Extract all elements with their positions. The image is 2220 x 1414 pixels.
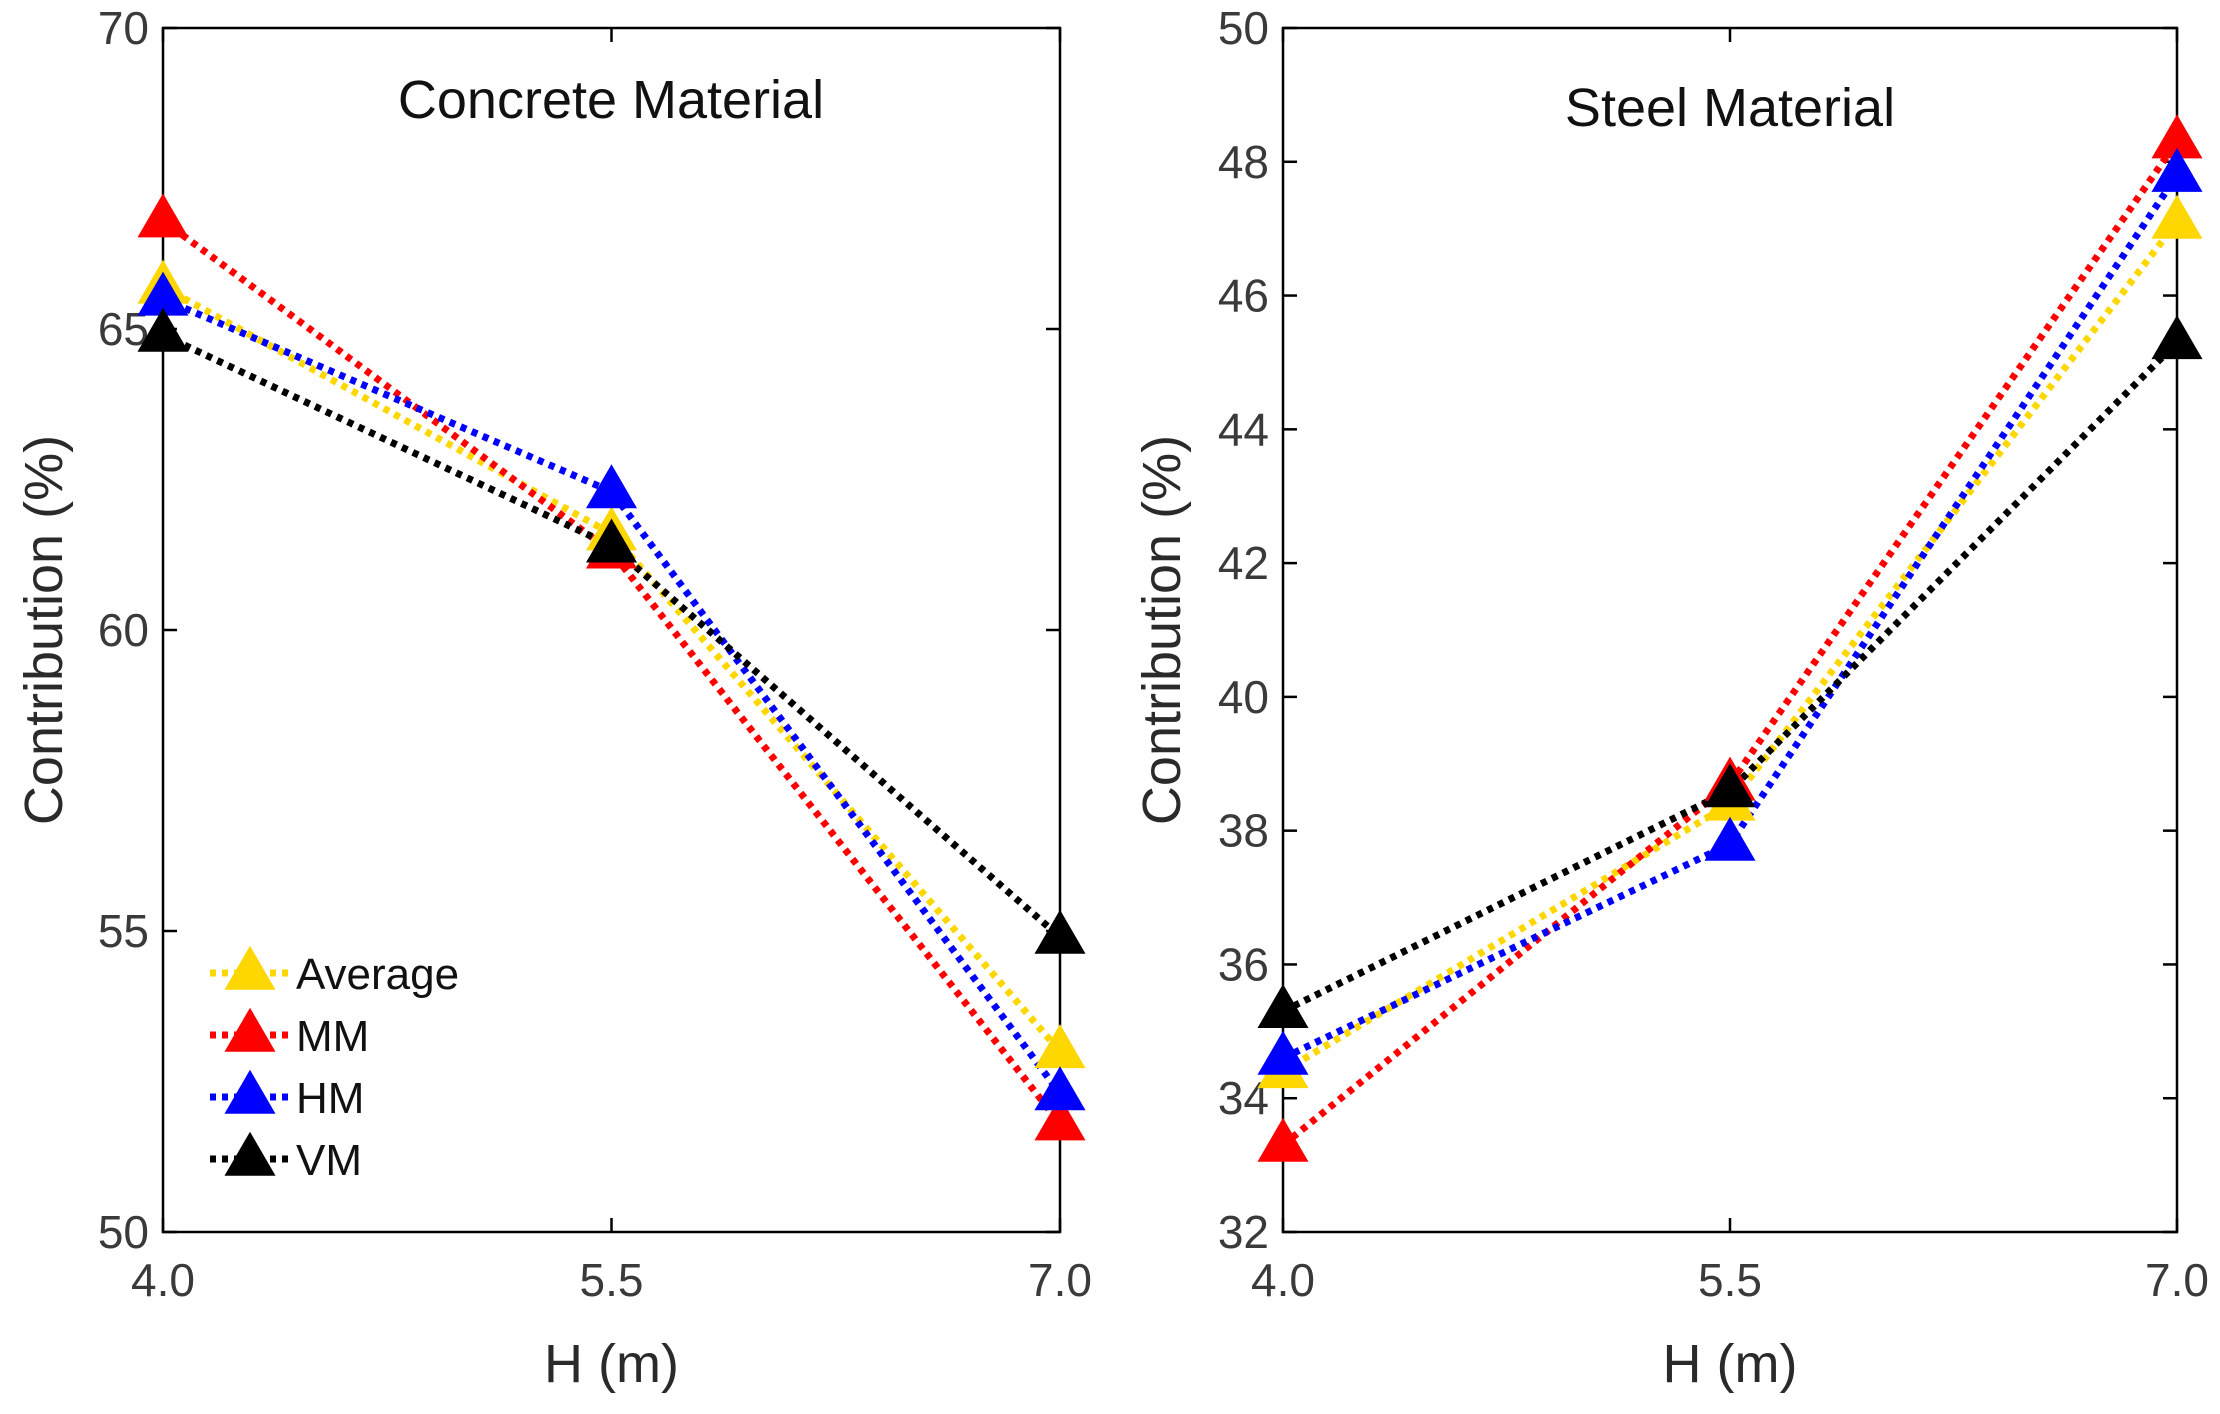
marker-vm [1704,763,1756,808]
x-tick-label: 7.0 [1028,1254,1092,1306]
x-tick-label: 4.0 [1251,1254,1315,1306]
legend-marker [224,1131,276,1176]
y-axis-label: Contribution (%) [14,435,74,825]
x-tick-label: 5.5 [1698,1254,1762,1306]
y-tick-label: 42 [1218,537,1269,589]
legend-item-vm: VM [210,1131,362,1185]
y-tick-label: 46 [1218,270,1269,322]
y-tick-label: 34 [1218,1072,1269,1124]
series-line-hm [161,295,1063,1096]
marker-mm [1257,1117,1309,1162]
series-line-vm [161,331,1063,940]
y-tick-label: 55 [98,905,149,957]
series-line-vm [1281,339,2180,1015]
y-tick-label: 50 [1218,2,1269,54]
legend-label: HM [296,1074,364,1123]
series-line-hm [1281,173,2180,1062]
marker-mm [137,193,189,238]
x-tick-label: 4.0 [131,1254,195,1306]
marker-hm [1257,1030,1309,1075]
legend-item-mm: MM [210,1007,369,1061]
marker-hm [2151,147,2203,192]
y-tick-label: 36 [1218,938,1269,990]
legend-item-average: Average [210,945,459,999]
y-tick-label: 60 [98,604,149,656]
series-line-mm [1280,139,2180,1148]
y-tick-label: 70 [98,2,149,54]
legend-label: Average [296,950,459,999]
y-tick-label: 50 [98,1206,149,1258]
marker-vm [2151,315,2203,360]
axes-box [1281,26,2179,1234]
series-line-average [161,283,1063,1054]
y-tick-label: 44 [1218,403,1269,455]
x-tick-label: 7.0 [2145,1254,2209,1306]
chart-title: Steel Material [1565,78,1895,138]
y-tick-label: 32 [1218,1206,1269,1258]
y-tick-label: 48 [1218,136,1269,188]
marker-mm [1034,1096,1086,1141]
marker-average [2151,194,2203,239]
legend-label: MM [296,1012,369,1061]
x-axis-label: H (m) [544,1334,679,1394]
marker-hm [1704,816,1756,861]
marker-hm [1034,1066,1086,1111]
marker-vm [585,518,638,563]
chart-title: Concrete Material [398,70,824,130]
marker-vm [1034,909,1086,954]
marker-hm [585,464,638,509]
y-tick-label: 40 [1218,671,1269,723]
legend-marker [224,1069,276,1114]
marker-hm [137,271,189,316]
legend-marker [224,945,276,990]
marker-vm [1257,983,1309,1028]
series-line-average [1281,219,2180,1075]
legend-item-hm: HM [210,1069,364,1123]
y-axis-label: Contribution (%) [1132,435,1192,825]
steel-material-chart: 32 34 36 38 40 42 44 46 48 50 4.0 5.5 7.0 H (m) Contri… [1132,2,2209,1394]
legend-marker [224,1007,276,1052]
legend: Average MM HM VM [210,945,459,1185]
x-axis-label: H (m) [1663,1334,1798,1394]
x-tick-label: 5.5 [580,1254,644,1306]
marker-average [1034,1024,1086,1069]
marker-mm [2151,114,2203,159]
y-tick-label: 38 [1218,805,1269,857]
marker-vm [137,307,189,352]
legend-label: VM [296,1136,362,1185]
